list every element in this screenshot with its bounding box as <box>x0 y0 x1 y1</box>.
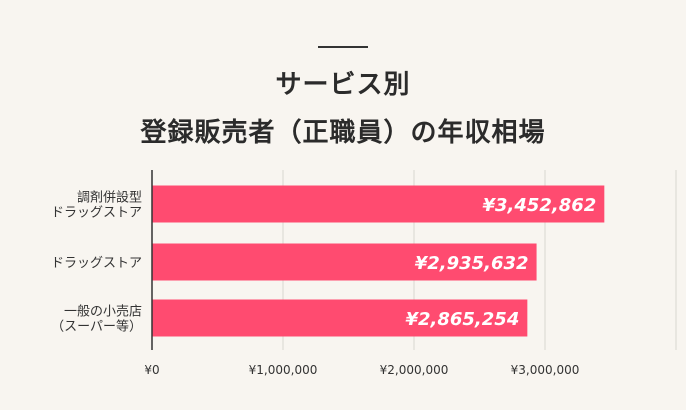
bar-2 <box>152 299 528 337</box>
x-tick-label-3: ¥3,000,000 <box>511 363 580 377</box>
bar-1 <box>152 243 537 281</box>
chart-title-line-1: サービス別 <box>275 70 411 100</box>
value-label-2: ¥2,865,254 <box>405 309 519 330</box>
bar-0 <box>152 185 605 223</box>
value-label-0: ¥3,452,862 <box>482 195 596 216</box>
category-label-2: 一般の小売店（スーパー等） <box>51 304 142 335</box>
category-label-1: ドラッグストア <box>51 256 142 271</box>
title-divider <box>318 46 368 48</box>
x-tick-label-2: ¥2,000,000 <box>380 363 449 377</box>
x-tick-label-1: ¥1,000,000 <box>249 363 318 377</box>
x-tick-label-0: ¥0 <box>144 363 159 377</box>
value-label-1: ¥2,935,632 <box>415 253 529 274</box>
category-label-0: 調剤併設型ドラッグストア <box>51 190 142 221</box>
chart-title-line-2: 登録販売者（正職員）の年収相場 <box>140 118 546 148</box>
